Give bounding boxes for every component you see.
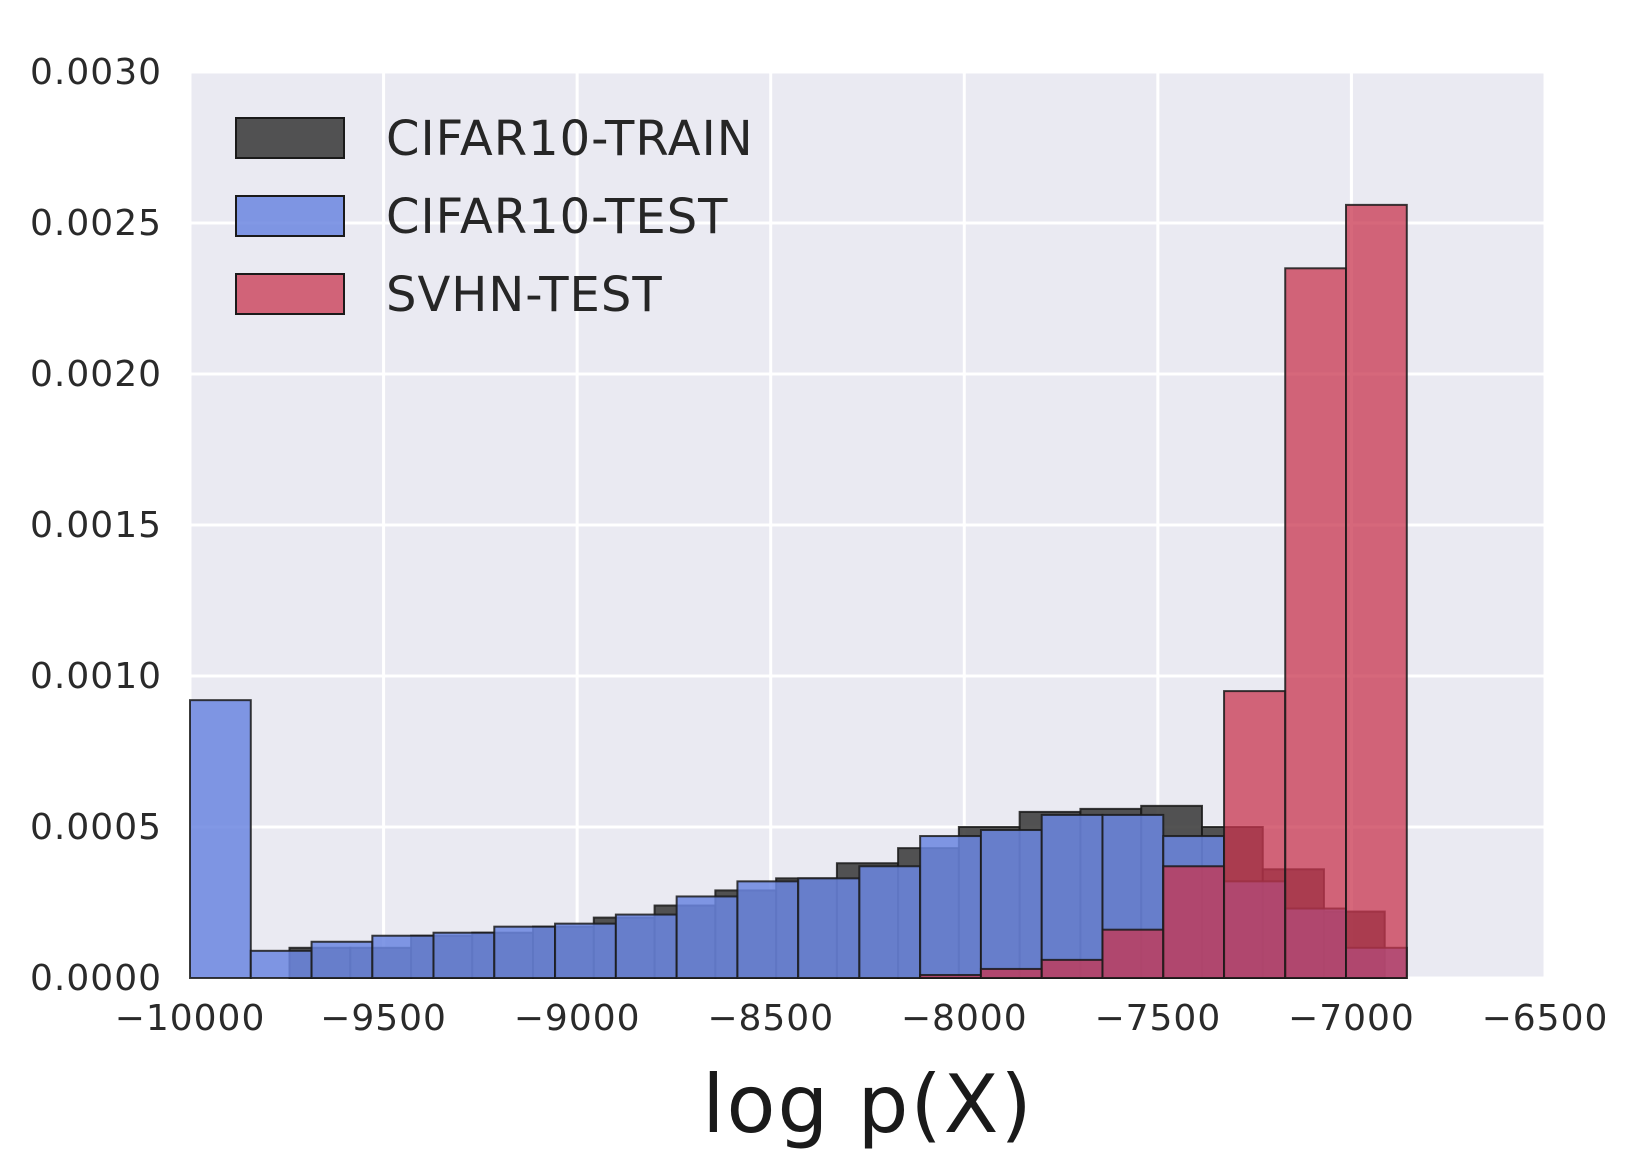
histogram-bar xyxy=(919,973,982,979)
x-tick-label: −10000 xyxy=(115,998,266,1039)
y-tick-label: 0.0015 xyxy=(30,505,162,546)
x-axis-label: log p(X) xyxy=(702,1058,1033,1151)
histogram-bar xyxy=(614,913,678,980)
histogram-bar xyxy=(1284,267,1348,979)
histogram-bar xyxy=(432,931,496,980)
histogram-bar xyxy=(797,877,861,980)
x-tick-label: −9500 xyxy=(320,998,447,1039)
legend-swatch xyxy=(235,273,345,315)
histogram-bar xyxy=(249,949,313,980)
histogram-bar xyxy=(979,829,1043,980)
y-tick-label: 0.0020 xyxy=(30,354,162,395)
legend-label: CIFAR10-TRAIN xyxy=(386,111,754,167)
y-tick-label: 0.0030 xyxy=(30,52,162,93)
histogram-bar xyxy=(310,940,374,980)
histogram-bar xyxy=(919,835,982,979)
y-tick-label: 0.0005 xyxy=(30,807,162,848)
legend-label: CIFAR10-TEST xyxy=(386,189,729,245)
histogram-bars xyxy=(189,203,1408,980)
legend-item: CIFAR10-TRAIN xyxy=(235,111,754,167)
x-tick-label: −9000 xyxy=(514,998,641,1039)
legend-item: SVHN-TEST xyxy=(235,267,663,323)
legend-label: SVHN-TEST xyxy=(386,267,663,323)
histogram-bar xyxy=(675,895,739,980)
x-tick-label: −6500 xyxy=(1482,998,1609,1039)
y-tick-label: 0.0010 xyxy=(30,656,162,697)
x-tick-label: −7000 xyxy=(1288,998,1415,1039)
histogram-bar xyxy=(1345,203,1408,979)
histogram-bar xyxy=(858,865,922,980)
histogram-bar xyxy=(493,925,557,979)
histogram-bar xyxy=(736,880,800,979)
histogram-bar xyxy=(1162,865,1226,980)
histogram-bar xyxy=(1101,928,1165,979)
legend-item: CIFAR10-TEST xyxy=(235,189,729,245)
x-tick-label: −7500 xyxy=(1094,998,1221,1039)
legend-swatch xyxy=(235,117,345,159)
histogram-bar xyxy=(1040,958,1104,980)
x-tick-label: −8000 xyxy=(901,998,1028,1039)
histogram-bar xyxy=(1223,690,1287,979)
series-svhn-test xyxy=(919,203,1408,980)
histogram-bar xyxy=(189,699,252,979)
histogram-bar xyxy=(554,922,617,980)
histogram-bar xyxy=(371,934,435,979)
histogram-bar xyxy=(1040,813,1104,979)
legend: CIFAR10-TRAIN CIFAR10-TEST SVHN-TEST xyxy=(235,111,754,323)
legend-swatch xyxy=(235,195,345,237)
y-tick-label: 0.0025 xyxy=(30,203,162,244)
y-tick-label: 0.0000 xyxy=(30,958,162,999)
x-axis-ticks: −10000 −9500 −9000 −8500 −8000 −7500 −7000 −650… xyxy=(115,998,1609,1039)
histogram-bar xyxy=(979,967,1043,980)
x-tick-label: −8500 xyxy=(707,998,834,1039)
y-axis-ticks: 0.0000 0.0005 0.0010 0.0015 0.0020 0.0025 0.00… xyxy=(30,52,162,999)
